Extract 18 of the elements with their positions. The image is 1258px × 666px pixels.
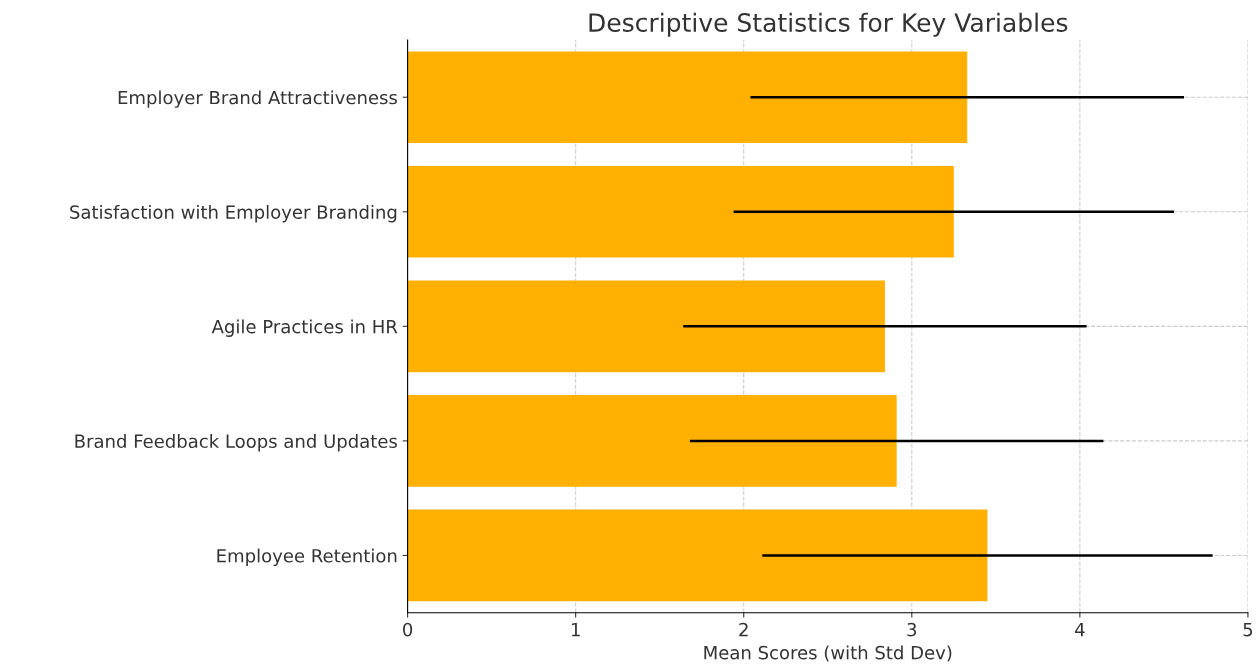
bar: [407, 280, 885, 373]
y-tick-label: Brand Feedback Loops and Updates: [75, 434, 397, 452]
x-tick-label: 1: [571, 623, 580, 637]
y-tick-label: Employer Brand Attractiveness: [118, 90, 397, 108]
bar: [407, 165, 954, 258]
chart-title: Descriptive Statistics for Key Variables: [589, 12, 1068, 37]
y-tick-label: Agile Practices in HR: [211, 319, 398, 337]
y-tick-label: Employee Retention: [217, 548, 397, 567]
bar: [407, 51, 968, 144]
x-tick-label: 4: [1075, 623, 1085, 637]
x-tick-label: 5: [1243, 623, 1253, 637]
x-tick-label: 0: [403, 622, 413, 637]
bar: [407, 509, 988, 602]
x-axis-title: Mean Scores (with Std Dev): [704, 645, 952, 662]
y-tick-label: Satisfaction with Employer Branding: [70, 204, 397, 223]
bar: [407, 395, 897, 487]
x-tick-label: 2: [739, 622, 748, 637]
x-tick-label: 3: [907, 622, 917, 637]
